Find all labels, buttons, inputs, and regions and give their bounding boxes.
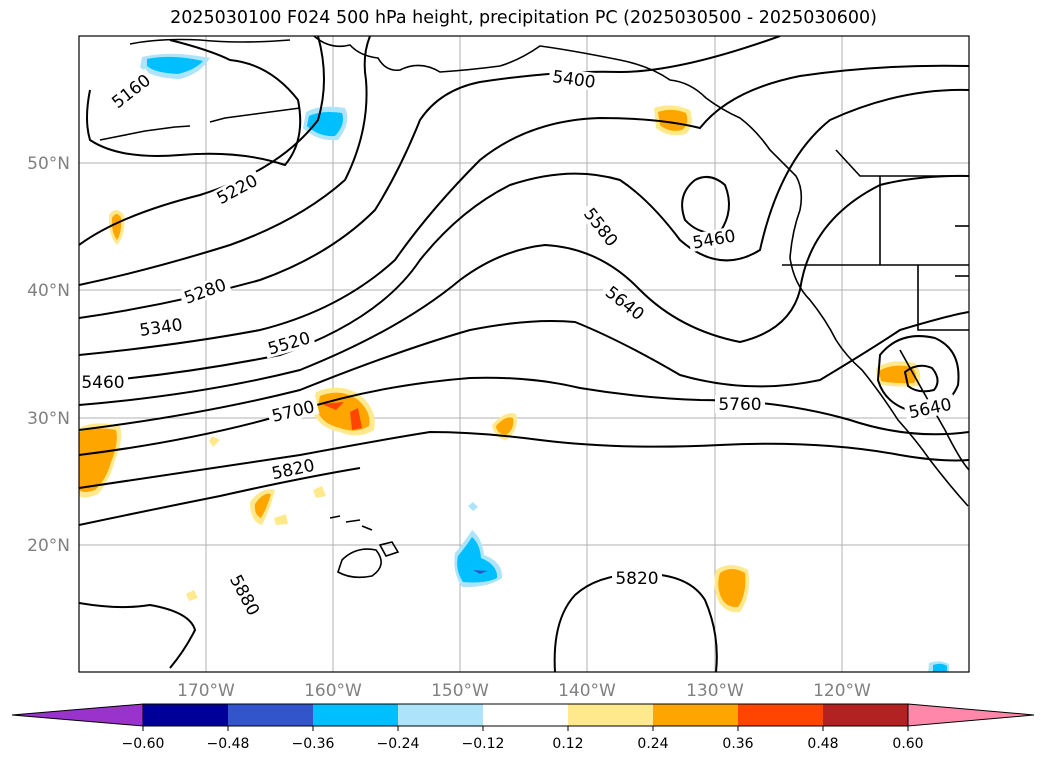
map-area [79, 36, 969, 672]
colorbar: −0.60 −0.48 −0.36 −0.24 −0.12 0.12 0.24 0.36 0.4… [11, 703, 1035, 752]
contour-label: 5760 [718, 395, 761, 415]
colorbar-segment [568, 704, 653, 726]
colorbar-tick-label: −0.60 [122, 736, 165, 752]
colorbar-tick-label: 0.24 [637, 736, 668, 752]
colorbar-tick-label: 0.12 [552, 736, 583, 752]
colorbar-tick-label: 0.60 [892, 736, 923, 752]
colorbar-tick-label: 0.36 [722, 736, 753, 752]
colorbar-segment [483, 704, 568, 726]
colorbar-tick-label: −0.12 [462, 736, 505, 752]
lat-label: 40°N [27, 281, 70, 301]
lon-label: 160°W [304, 681, 362, 701]
colorbar-extend-high [907, 703, 1035, 727]
lon-label: 170°W [177, 681, 235, 701]
lon-label: 140°W [558, 681, 616, 701]
colorbar-tick-label: 0.48 [807, 736, 838, 752]
map-border [78, 35, 970, 673]
colorbar-segment [313, 704, 398, 726]
colorbar-segment [398, 704, 483, 726]
contour-label: 5460 [81, 373, 124, 393]
colorbar-segment [228, 704, 313, 726]
contour-label: 5820 [615, 569, 658, 589]
lat-label: 30°N [27, 409, 70, 429]
lon-label: 150°W [431, 681, 489, 701]
lat-label: 20°N [27, 536, 70, 556]
colorbar-outline [142, 703, 909, 727]
colorbar-segment [143, 704, 228, 726]
colorbar-extend-low [11, 703, 144, 727]
lon-label: 130°W [686, 681, 744, 701]
lat-label: 50°N [27, 154, 70, 174]
lon-label: 120°W [813, 681, 871, 701]
colorbar-tick-label: −0.36 [292, 736, 335, 752]
colorbar-segment [738, 704, 823, 726]
colorbar-segment [823, 704, 908, 726]
latitude-labels: 50°N 40°N 30°N 20°N [27, 154, 70, 556]
colorbar-segment [653, 704, 738, 726]
longitude-labels: 170°W 160°W 150°W 140°W 130°W 120°W [177, 681, 871, 701]
height-contours [79, 36, 969, 672]
colorbar-tick-label: −0.24 [377, 736, 420, 752]
map-title: 2025030100 F024 500 hPa height, precipit… [170, 8, 877, 28]
colorbar-tick-label: −0.48 [207, 736, 250, 752]
